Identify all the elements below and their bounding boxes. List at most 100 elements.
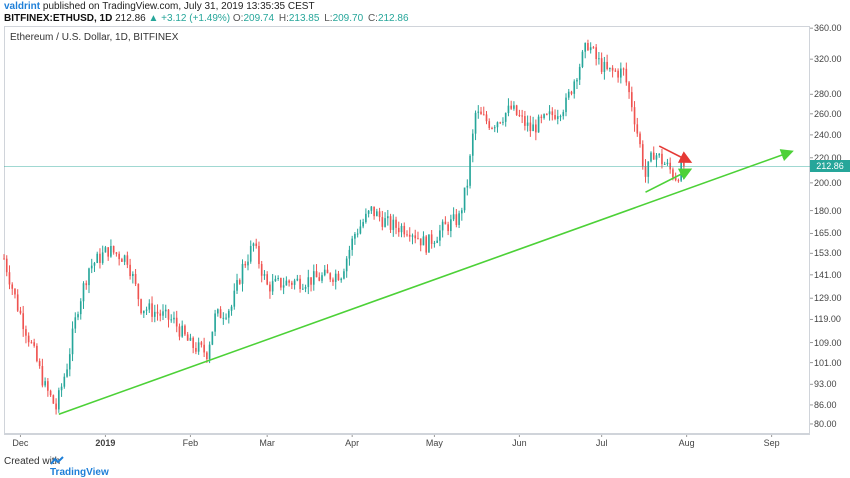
candle-body	[52, 395, 55, 404]
candle-body	[439, 230, 441, 241]
y-tick-label: 101.00	[814, 357, 842, 368]
candle-body	[504, 113, 507, 122]
candle-body	[277, 277, 279, 279]
candle-body	[367, 210, 370, 214]
candle-body	[123, 255, 126, 262]
candle-body	[291, 282, 293, 285]
candle-body	[674, 177, 677, 181]
y-tick-label: 240.00	[814, 129, 842, 140]
candle-body	[249, 245, 252, 262]
publish-line: valdrint published on TradingView.com, J…	[4, 1, 315, 12]
y-tick-label: 360.00	[814, 23, 842, 34]
candle-body	[529, 122, 532, 132]
candle-body	[104, 247, 107, 253]
candle-body	[354, 234, 356, 239]
candle-body	[356, 233, 359, 235]
candle-body	[79, 301, 82, 315]
candle-body	[167, 309, 170, 320]
candle-body	[425, 236, 428, 253]
support-trendline[interactable]	[58, 149, 794, 416]
candle-body	[27, 335, 30, 343]
wedge-lower-line[interactable]	[645, 168, 693, 193]
candle-body	[145, 309, 148, 311]
candle-body	[507, 105, 510, 114]
candle-body	[600, 58, 603, 72]
candle-body	[101, 252, 104, 263]
y-tick-label: 129.00	[814, 293, 842, 304]
candle-body	[332, 279, 334, 282]
candle-body	[433, 242, 436, 244]
symbol-line: BITFINEX:ETHUSD, 1D 212.86 ▲ +3.12 (+1.4…	[4, 13, 411, 24]
candle-body	[463, 187, 466, 211]
candle-body	[282, 285, 285, 288]
candle-body	[66, 369, 68, 377]
author-name[interactable]: valdrint	[4, 1, 41, 12]
chart-plot-area[interactable]	[4, 26, 810, 434]
candle-body	[392, 219, 395, 230]
candle-body	[381, 217, 384, 227]
y-tick-label: 153.00	[814, 248, 842, 259]
price-axis[interactable]: 80.00 86.00 93.00 101.00 109.00 119.00 129.00 1…	[810, 23, 850, 434]
candle-body	[60, 386, 63, 391]
candle-body	[518, 114, 521, 116]
candle-body	[650, 152, 652, 162]
candle-body	[403, 225, 406, 235]
candle-body	[584, 43, 587, 52]
candle-body	[543, 114, 545, 118]
candle-body	[477, 111, 480, 113]
footer: Created with TradingView	[0, 452, 850, 478]
candle-body	[455, 214, 458, 225]
candle-body	[581, 51, 584, 67]
candle-body	[44, 381, 46, 386]
candle-body	[173, 317, 175, 320]
tradingview-logo-icon	[50, 456, 64, 465]
candle-body	[559, 116, 562, 118]
candle-body	[378, 211, 381, 218]
candle-body	[589, 47, 592, 51]
candle-body	[677, 180, 680, 182]
candle-body	[452, 214, 455, 220]
candle-body	[488, 121, 491, 129]
candle-body	[88, 268, 90, 286]
x-tick-label: Feb	[182, 438, 199, 448]
candle-body	[14, 288, 16, 295]
y-tick-label: 280.00	[814, 89, 842, 100]
candle-body	[482, 114, 485, 116]
candle-body	[556, 116, 559, 119]
open-value: 209.74	[243, 13, 275, 24]
close-value: 212.86	[377, 13, 409, 24]
candle-body	[22, 313, 25, 330]
x-tick-label: 2019	[95, 438, 116, 448]
candle-body	[192, 337, 194, 348]
candle-body	[376, 211, 378, 217]
candle-body	[595, 47, 597, 60]
candle-body	[318, 277, 321, 281]
tradingview-logo[interactable]: TradingView	[50, 455, 109, 478]
footer-text: Created with	[4, 456, 61, 467]
candle-body	[428, 234, 430, 253]
candle-body	[521, 115, 523, 117]
candle-body	[397, 227, 400, 233]
low-value: 209.70	[332, 13, 364, 24]
candle-body	[304, 287, 307, 289]
candle-body	[551, 111, 554, 116]
candle-body	[280, 277, 282, 288]
candle-body	[524, 116, 526, 126]
y-tick-label: 86.00	[814, 399, 837, 410]
wedge-upper-line[interactable]	[658, 145, 693, 163]
candle-body	[386, 216, 389, 219]
candle-body	[47, 381, 49, 391]
candle-body	[395, 219, 397, 228]
y-tick-label: 220.00	[814, 152, 842, 163]
y-tick-label: 93.00	[814, 379, 837, 390]
candle-body	[71, 328, 74, 355]
candle-body	[159, 313, 162, 316]
high-value: 213.85	[288, 13, 320, 24]
time-axis[interactable]: Dec 2019 Feb Mar Apr May Jun Jul Aug Sep	[4, 434, 810, 451]
candle-body	[672, 169, 674, 178]
candle-body	[93, 262, 96, 266]
candle-body	[63, 376, 66, 387]
candle-body	[178, 326, 181, 337]
x-tick-label: Jun	[512, 438, 527, 448]
candle-body	[186, 334, 189, 341]
